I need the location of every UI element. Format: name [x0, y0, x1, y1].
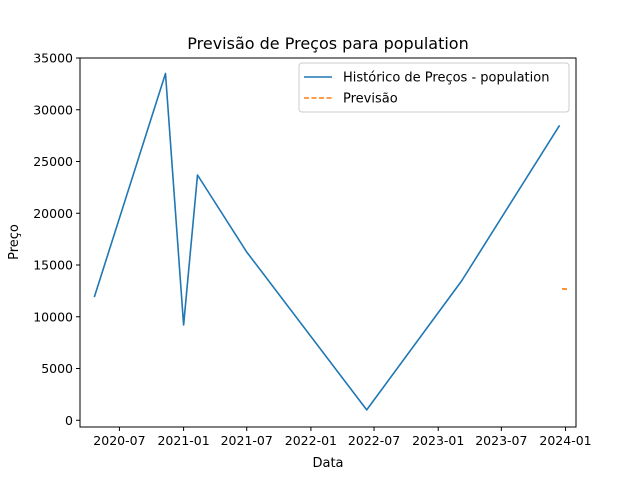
x-tick-label: 2022-07	[348, 433, 400, 448]
legend-box	[298, 62, 570, 113]
x-axis-label: Data	[312, 456, 343, 471]
y-tick-label: 20000	[33, 206, 73, 221]
y-tick-label: 35000	[33, 51, 73, 66]
series-line-2	[561, 288, 569, 291]
legend-label-2: Previsão	[343, 92, 398, 107]
plot-background	[80, 58, 576, 427]
x-axis: 2020-07 2021-01 2021-07 2022-01 2022-07 2023-…	[93, 427, 592, 448]
x-tick-label: 2021-01	[157, 433, 209, 448]
x-tick-label: 2023-07	[475, 433, 527, 448]
y-tick-label: 5000	[41, 361, 73, 376]
chart-title: Previsão de Preços para population	[187, 34, 468, 53]
y-axis-label: Preço	[7, 224, 22, 260]
series-line-1	[93, 72, 561, 411]
legend-label-1: Histórico de Preços - population	[343, 71, 549, 86]
x-tick-label: 2020-07	[93, 433, 145, 448]
y-tick-label: 10000	[33, 309, 73, 324]
y-axis: 0 5000 10000 15000 20000 25000 30000 35000	[33, 51, 80, 428]
plot-frame	[79, 57, 577, 428]
y-tick-label: 30000	[33, 102, 73, 117]
y-tick-label: 25000	[33, 154, 73, 169]
x-tick-label: 2021-07	[221, 433, 273, 448]
plot-area	[80, 58, 576, 427]
x-tick-label: 2024-01	[539, 433, 591, 448]
series-layer	[93, 72, 569, 411]
legend: Histórico de Preços - population Previsão	[298, 62, 570, 113]
x-tick-label: 2023-01	[412, 433, 464, 448]
y-tick-label: 15000	[33, 258, 73, 273]
x-tick-label: 2022-01	[285, 433, 337, 448]
y-tick-label: 0	[65, 413, 73, 428]
